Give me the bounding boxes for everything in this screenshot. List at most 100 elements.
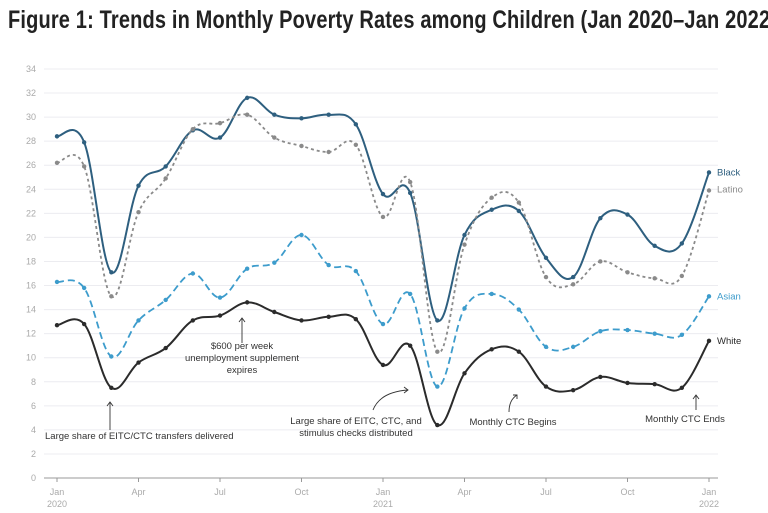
- data-point: [652, 276, 657, 281]
- data-point: [109, 270, 114, 275]
- data-point: [543, 274, 549, 280]
- data-point: [136, 318, 141, 323]
- data-point: [353, 142, 359, 147]
- data-point: [54, 160, 60, 166]
- data-point: [190, 318, 196, 323]
- data-point: [435, 384, 440, 389]
- arrowhead-icon: [106, 401, 114, 407]
- series-lines: Black Latino Asian White: [54, 95, 743, 428]
- data-point: [353, 317, 359, 322]
- data-point: [190, 271, 196, 276]
- annotation-arrow: [508, 394, 518, 413]
- data-point: [353, 268, 359, 274]
- data-point: [81, 285, 87, 291]
- data-point: [109, 354, 114, 359]
- data-point: [598, 259, 603, 264]
- data-point: [136, 209, 141, 215]
- y-tick-label: 12: [26, 329, 36, 339]
- data-point: [516, 208, 522, 214]
- arrowhead-icon: [513, 394, 518, 399]
- data-point: [326, 149, 331, 155]
- data-point: [136, 183, 141, 188]
- data-point: [625, 270, 630, 275]
- data-point: [81, 164, 87, 169]
- y-tick-label: 16: [26, 281, 36, 291]
- data-point: [598, 329, 603, 334]
- series-line-black: [56, 96, 710, 322]
- data-point: [625, 380, 630, 386]
- data-point: [109, 385, 114, 390]
- data-point: [326, 262, 331, 268]
- data-point: [299, 232, 304, 238]
- series-white: White: [54, 300, 741, 428]
- y-tick-label: 22: [26, 208, 36, 218]
- data-point: [380, 321, 386, 327]
- data-point: [109, 294, 114, 299]
- data-point: [598, 374, 603, 380]
- annotation-text: Large share of EITC/CTC transfers delive…: [45, 431, 234, 442]
- x-tick-label: Apr: [457, 487, 471, 497]
- series-line-latino: [56, 113, 710, 354]
- series-label-white: White: [717, 336, 741, 347]
- annotation-text: Monthly CTC Begins: [469, 417, 556, 428]
- data-point: [217, 295, 223, 300]
- y-tick-label: 32: [26, 88, 36, 98]
- data-point: [679, 273, 685, 279]
- y-tick-label: 2: [31, 449, 36, 459]
- data-point: [462, 242, 467, 247]
- series-line-asian: [56, 234, 710, 388]
- data-point: [543, 344, 549, 350]
- series-asian: Asian: [54, 232, 741, 389]
- annotation-text: stimulus checks distributed: [299, 428, 413, 439]
- data-point: [435, 349, 440, 354]
- data-point: [489, 347, 494, 352]
- data-point: [272, 135, 277, 140]
- data-point: [462, 306, 467, 311]
- data-point: [217, 135, 223, 140]
- x-tick-year: 2021: [373, 499, 393, 509]
- data-point: [54, 279, 60, 285]
- x-axis-ticks: Jan 2020 Apr Jul Oct Jan 2021 Apr Jul Oct Jan 2022: [47, 478, 719, 509]
- data-point: [407, 179, 413, 185]
- data-point: [570, 274, 576, 280]
- data-point: [54, 134, 60, 139]
- data-point: [543, 255, 549, 261]
- data-point: [435, 318, 440, 323]
- data-point: [380, 362, 386, 368]
- data-point: [679, 332, 685, 338]
- data-point: [516, 200, 522, 205]
- series-label-asian: Asian: [717, 291, 741, 302]
- data-point: [81, 321, 87, 327]
- data-point: [462, 371, 467, 376]
- data-point: [54, 323, 60, 328]
- y-tick-label: 0: [31, 473, 36, 483]
- data-point: [462, 232, 467, 238]
- x-tick-label: Apr: [131, 487, 145, 497]
- series-label-latino: Latino: [717, 184, 743, 195]
- y-tick-label: 30: [26, 112, 36, 122]
- data-point: [407, 190, 413, 196]
- annotation-text: $600 per week: [211, 341, 274, 352]
- data-point: [299, 318, 304, 323]
- data-point: [489, 207, 494, 212]
- data-point: [380, 214, 386, 220]
- data-point: [299, 116, 304, 121]
- data-point: [244, 112, 250, 117]
- arrowhead-icon: [403, 386, 409, 394]
- data-point: [326, 314, 331, 320]
- data-point: [489, 291, 494, 297]
- data-point: [679, 241, 685, 246]
- series-black: Black: [54, 95, 740, 323]
- data-point: [272, 260, 277, 265]
- annotation-arrow: [372, 389, 409, 411]
- data-point: [81, 140, 87, 145]
- data-point: [163, 345, 168, 351]
- data-point: [516, 349, 522, 354]
- data-point: [516, 307, 522, 312]
- data-point: [652, 381, 657, 387]
- annotation: Monthly CTC Ends: [645, 394, 725, 425]
- y-tick-label: 6: [31, 401, 36, 411]
